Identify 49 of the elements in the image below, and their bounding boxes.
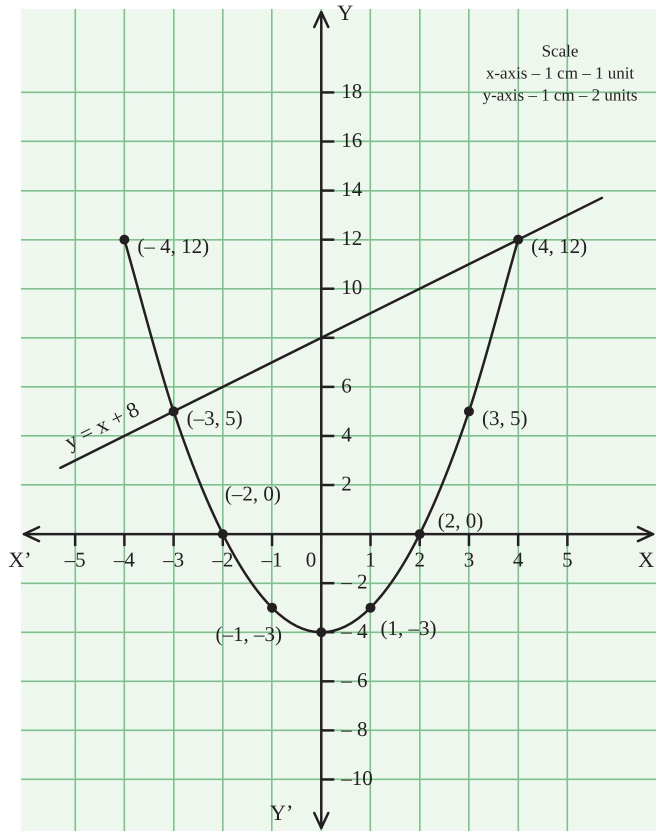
y-tick-label: 16	[341, 128, 362, 152]
annotation: (4, 12)	[531, 234, 588, 258]
x-tick-label: 5	[562, 548, 573, 572]
annotation: Scale	[542, 41, 578, 60]
annotation: y-axis – 1 cm – 2 units	[482, 85, 638, 104]
y-tick-label: 12	[341, 226, 362, 250]
y-tick-label: 18	[341, 78, 362, 103]
x-tick-label: 0	[306, 548, 316, 572]
point	[464, 406, 474, 416]
y-tick-label: – 6	[340, 668, 368, 692]
x-tick-label: –1	[260, 548, 283, 572]
point	[168, 406, 179, 416]
point	[513, 234, 524, 245]
point	[365, 602, 376, 613]
y-tick-label: 2	[341, 472, 352, 496]
annotation: (2, 0)	[438, 508, 484, 533]
x-tick-label: 4	[512, 548, 524, 572]
annotation: (–3, 5)	[186, 406, 243, 430]
annotation: (–1, –3)	[216, 622, 282, 646]
y-tick-label: – 2	[340, 570, 368, 594]
y-tick-label: 4	[341, 422, 352, 446]
y-tick-label: – 8	[340, 716, 368, 741]
annotation: (3, 5)	[482, 406, 528, 430]
annotation: x-axis – 1 cm – 1 unit	[486, 63, 634, 82]
y-tick-label: – 4	[340, 618, 368, 643]
x-tick-label: –3	[162, 548, 184, 572]
annotation: (1, –3)	[380, 616, 436, 640]
x-tick-label: 1	[365, 548, 376, 572]
annotation: (– 4, 12)	[137, 234, 210, 258]
x-tick-label: –2	[211, 548, 234, 572]
annotation: X’	[8, 546, 32, 572]
point	[316, 627, 326, 638]
point	[414, 529, 425, 540]
text: y = x + 8	[60, 396, 143, 454]
x-tick-label: 2	[414, 548, 425, 572]
x-tick-label: –5	[64, 548, 86, 572]
point	[218, 529, 228, 540]
point	[119, 234, 130, 245]
x-axis-title: X	[638, 546, 654, 572]
y-tick-label: 10	[341, 275, 362, 300]
annotation: (–2, 0)	[224, 482, 281, 506]
point	[267, 602, 278, 613]
x-tick-label: 3	[464, 548, 474, 572]
x-tick-label: –4	[112, 548, 136, 572]
y-tick-label: –10	[340, 766, 373, 790]
y-tick-label: 6	[341, 373, 352, 398]
annotation: Y’	[270, 800, 294, 825]
y-axis-title: Y	[337, 0, 354, 25]
y-tick-label: 14	[341, 177, 363, 202]
